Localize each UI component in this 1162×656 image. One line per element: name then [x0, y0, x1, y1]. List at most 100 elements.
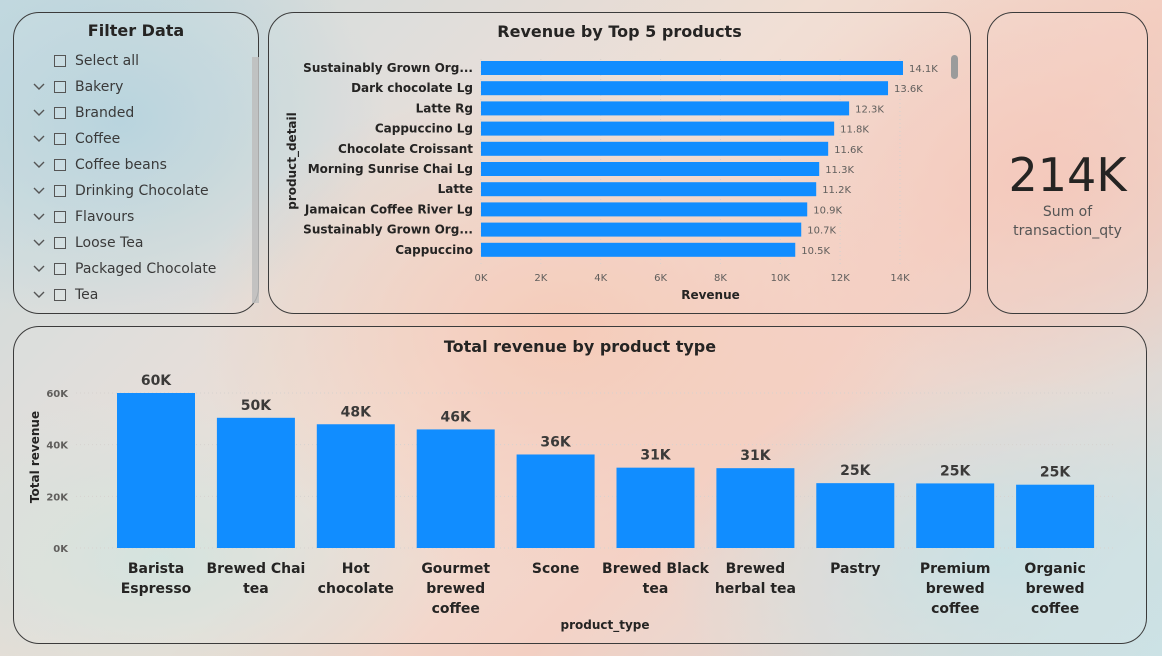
chevron-down-icon[interactable] [32, 233, 54, 253]
chevron-down-icon[interactable] [32, 155, 54, 175]
x-tick-label: Premium brewed coffee [920, 561, 991, 617]
slicer-item[interactable]: Select all [32, 51, 139, 71]
x-tick-label: Barista Espresso [121, 561, 192, 597]
slicer-item[interactable]: Drinking Chocolate [32, 181, 209, 201]
checkbox[interactable] [54, 81, 66, 93]
y-tick-label: 40K [46, 441, 69, 452]
bar [481, 141, 829, 156]
bar [916, 483, 995, 548]
slicer-item[interactable]: Tea [32, 285, 98, 301]
bar [481, 121, 835, 136]
slicer-item[interactable]: Branded [32, 103, 134, 123]
slicer-item[interactable]: Coffee beans [32, 155, 167, 175]
bar [481, 61, 903, 75]
checkbox[interactable] [54, 159, 66, 171]
slicer-item-label: Branded [75, 105, 135, 121]
chevron-down-icon[interactable] [32, 285, 54, 301]
data-label: 11.3K [825, 165, 854, 176]
checkbox[interactable] [54, 185, 66, 197]
y-tick-label: Latte [438, 182, 473, 196]
chevron-down-icon[interactable] [32, 181, 54, 201]
slicer-title: Filter Data [87, 21, 185, 40]
data-label: 50K [241, 398, 272, 414]
y-tick-label: 20K [46, 492, 69, 503]
checkbox[interactable] [54, 263, 66, 275]
data-label: 10.7K [807, 226, 836, 237]
y-tick-label: 60K [46, 389, 69, 400]
bar [481, 202, 808, 217]
bar [216, 417, 295, 548]
chart-scrollbar[interactable] [951, 55, 958, 79]
slicer-item[interactable]: Bakery [32, 77, 123, 97]
checkbox[interactable] [54, 289, 66, 301]
data-label: 25K [1040, 465, 1071, 481]
data-label: 31K [740, 448, 771, 464]
slicer-item[interactable]: Flavours [32, 207, 134, 227]
slicer-item-label: Loose Tea [75, 235, 144, 251]
checkbox[interactable] [54, 237, 66, 249]
data-label: 14.1K [909, 64, 938, 75]
x-tick-label: 12K [830, 273, 850, 284]
slicer-item[interactable]: Packaged Chocolate [32, 259, 216, 279]
y-tick-label: Sustainably Grown Org... [303, 223, 473, 237]
slicer-item[interactable]: Loose Tea [32, 233, 143, 253]
data-label: 60K [141, 373, 172, 389]
data-label: 25K [940, 463, 971, 479]
bar [516, 454, 595, 548]
x-tick-label: Organic brewed coffee [1024, 561, 1085, 617]
chevron-down-icon[interactable] [32, 103, 54, 123]
kpi-card: 214K Sum of transaction_qty [987, 12, 1148, 314]
checkbox[interactable] [54, 133, 66, 145]
checkbox[interactable] [54, 211, 66, 223]
x-tick-label: 0K [475, 273, 488, 284]
slicer-item[interactable]: Coffee [32, 129, 120, 149]
checkbox[interactable] [54, 55, 66, 67]
x-tick-label: Brewed Black tea [602, 561, 710, 597]
y-tick-label: 0K [53, 544, 69, 555]
chart-title: Revenue by Top 5 products [497, 22, 742, 41]
bar [481, 81, 889, 96]
chevron-down-icon[interactable] [32, 207, 54, 227]
bar [481, 222, 802, 237]
slicer-item-label: Coffee beans [75, 157, 167, 173]
revenue-bar-chart-svg: 0K 2K 4K 6K 8K 10K 12K 14K Sustainably Grown Org… [285, 59, 938, 302]
x-axis-label: product_type [560, 618, 649, 633]
bar [616, 467, 695, 548]
slicer-item-label: Drinking Chocolate [75, 183, 209, 199]
kpi-label: Sum of transaction_qty [988, 203, 1147, 241]
revenue-by-product-type-chart: Total revenue by product type 0K 20K 40K 60… [13, 326, 1147, 644]
x-tick-label: Gourmet brewed coffee [421, 561, 490, 617]
bar [1016, 484, 1095, 548]
x-tick-label: 2K [534, 273, 547, 284]
bar [316, 424, 395, 548]
chevron-down-icon[interactable] [32, 259, 54, 279]
chevron-down-icon[interactable] [32, 77, 54, 97]
x-tick-label: 10K [771, 273, 791, 284]
data-label: 31K [640, 448, 671, 464]
chart-title: Total revenue by product type [443, 337, 717, 356]
revenue-column-chart-svg: 0K 20K 40K 60K 60K Barista Espresso 50K Brewed C… [28, 373, 1114, 633]
slicer-list[interactable]: Select all Bakery Branded Coffee Coffee bean… [32, 49, 242, 301]
bar [481, 182, 817, 197]
y-tick-label: Dark chocolate Lg [351, 81, 473, 95]
kpi-label-line2: transaction_qty [1013, 223, 1122, 239]
slicer-item-label: Flavours [75, 209, 135, 225]
data-label: 36K [540, 434, 571, 450]
x-tick-label: Brewed herbal tea [715, 561, 796, 597]
bar [481, 242, 796, 257]
y-axis-label: Total revenue [28, 411, 42, 503]
x-axis-label: Revenue [681, 288, 740, 302]
bar [481, 162, 820, 176]
kpi-label-line1: Sum of [1042, 204, 1093, 220]
data-label: 11.6K [834, 145, 863, 156]
y-tick-label: Sustainably Grown Org... [303, 61, 473, 75]
kpi-value: 214K [1008, 148, 1127, 202]
slicer-item-label: Coffee [75, 131, 121, 147]
bar [816, 483, 895, 548]
data-label: 10.5K [801, 246, 830, 257]
chevron-down-icon[interactable] [32, 129, 54, 149]
slicer-scrollbar[interactable] [252, 57, 259, 303]
filter-slicer[interactable]: Filter Data Select all Bakery Branded Coffe… [13, 12, 259, 314]
data-label: 48K [341, 404, 372, 420]
checkbox[interactable] [54, 107, 66, 119]
